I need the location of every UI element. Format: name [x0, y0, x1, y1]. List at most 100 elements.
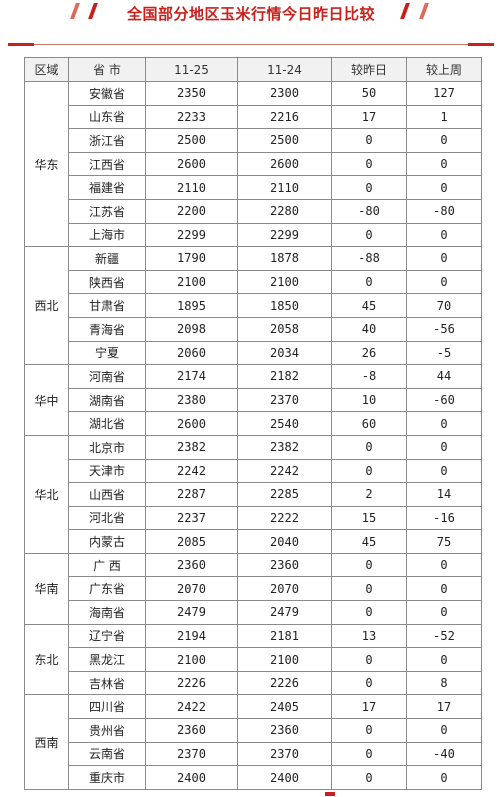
change-vs-last-week-cell: 0: [406, 151, 482, 177]
region-cell: 华南: [24, 552, 69, 625]
price-today-cell: 2100: [145, 269, 238, 295]
price-yesterday-cell: 2242: [237, 458, 332, 484]
change-vs-last-week-cell: 70: [406, 293, 482, 318]
change-vs-yesterday-cell: 40: [331, 316, 407, 342]
region-cell: 东北: [24, 623, 69, 696]
province-cell: 重庆市: [68, 765, 146, 790]
change-vs-last-week-cell: 0: [406, 246, 482, 271]
price-today-cell: 2600: [145, 411, 238, 436]
page-title: 全国部分地区玉米行情今日昨日比较: [126, 5, 375, 23]
table-row: 浙江省 2500 2500 0 0: [25, 128, 482, 153]
change-vs-yesterday-cell: 0: [331, 741, 407, 767]
change-vs-last-week-cell: 0: [406, 222, 482, 248]
price-yesterday-cell: 2216: [237, 104, 332, 130]
change-vs-yesterday-cell: 0: [331, 600, 407, 625]
change-vs-last-week-cell: 0: [406, 647, 482, 672]
province-cell: 海南省: [68, 600, 146, 625]
province-cell: 河北省: [68, 505, 146, 531]
change-vs-last-week-cell: 0: [406, 269, 482, 295]
province-cell: 广东省: [68, 576, 146, 602]
change-vs-last-week-cell: 0: [406, 411, 482, 436]
table-row: 重庆市 2400 2400 0 0: [25, 765, 482, 790]
province-cell: 辽宁省: [68, 623, 146, 649]
price-yesterday-cell: 2540: [237, 411, 332, 436]
price-today-cell: 2422: [145, 694, 238, 720]
change-vs-yesterday-cell: 45: [331, 529, 407, 554]
price-yesterday-cell: 2222: [237, 505, 332, 531]
province-cell: 浙江省: [68, 128, 146, 153]
decor-dash: [325, 792, 335, 796]
change-vs-yesterday-cell: 0: [331, 552, 407, 578]
price-yesterday-cell: 2181: [237, 623, 332, 649]
price-table: 区域 省 市 11-25 11-24 较昨日 较上周 华东 安徽省 2350 2300…: [24, 57, 482, 790]
change-vs-last-week-cell: 0: [406, 128, 482, 153]
price-today-cell: 2380: [145, 387, 238, 413]
change-vs-yesterday-cell: 0: [331, 175, 407, 200]
price-yesterday-cell: 2400: [237, 765, 332, 790]
price-yesterday-cell: 2360: [237, 552, 332, 578]
change-vs-yesterday-cell: 0: [331, 269, 407, 295]
change-vs-last-week-cell: 0: [406, 434, 482, 460]
change-vs-yesterday-cell: 13: [331, 623, 407, 649]
table-row: 云南省 2370 2370 0 -40: [25, 741, 482, 767]
province-cell: 黑龙江: [68, 647, 146, 672]
price-today-cell: 2110: [145, 175, 238, 200]
table-row: 广东省 2070 2070 0 0: [25, 576, 482, 602]
price-today-cell: 2060: [145, 340, 238, 366]
change-vs-last-week-cell: -60: [406, 387, 482, 413]
price-yesterday-cell: 1850: [237, 293, 332, 318]
price-today-cell: 2100: [145, 647, 238, 672]
price-today-cell: 2085: [145, 529, 238, 554]
province-cell: 天津市: [68, 458, 146, 484]
change-vs-last-week-cell: -5: [406, 340, 482, 366]
change-vs-yesterday-cell: -80: [331, 198, 407, 224]
price-yesterday-cell: 2300: [237, 81, 332, 106]
change-vs-last-week-cell: 0: [406, 458, 482, 484]
price-today-cell: 2299: [145, 222, 238, 248]
price-today-cell: 2382: [145, 434, 238, 460]
change-vs-yesterday-cell: 45: [331, 293, 407, 318]
change-vs-last-week-cell: 1: [406, 104, 482, 130]
province-cell: 云南省: [68, 741, 146, 767]
change-vs-last-week-cell: 17: [406, 694, 482, 720]
table-header-row: 区域 省 市 11-25 11-24 较昨日 较上周: [24, 57, 482, 82]
price-yesterday-cell: 2100: [237, 269, 332, 295]
change-vs-yesterday-cell: 2: [331, 482, 407, 507]
table-row: 福建省 2110 2110 0 0: [25, 175, 482, 200]
price-yesterday-cell: 2058: [237, 316, 332, 342]
table-row: 宁夏 2060 2034 26 -5: [25, 340, 482, 366]
change-vs-yesterday-cell: 60: [331, 411, 407, 436]
price-yesterday-cell: 2360: [237, 718, 332, 743]
col-header-today: 11-25: [145, 57, 238, 82]
price-today-cell: 2233: [145, 104, 238, 130]
province-cell: 安徽省: [68, 81, 146, 106]
province-cell: 湖北省: [68, 411, 146, 436]
province-cell: 广 西: [68, 552, 146, 578]
province-cell: 宁夏: [68, 340, 146, 366]
change-vs-yesterday-cell: 17: [331, 104, 407, 130]
change-vs-yesterday-cell: -8: [331, 364, 407, 389]
price-yesterday-cell: 2285: [237, 482, 332, 507]
table-row: 吉林省 2226 2226 0 8: [25, 670, 482, 696]
table-row: 江苏省 2200 2280 -80 -80: [25, 198, 482, 224]
price-today-cell: 2226: [145, 670, 238, 696]
price-yesterday-cell: 2226: [237, 670, 332, 696]
price-yesterday-cell: 2479: [237, 600, 332, 625]
table-row: 华东 安徽省 2350 2300 50 127: [24, 80, 482, 248]
change-vs-last-week-cell: -40: [406, 741, 482, 767]
table-row: 甘肃省 1895 1850 45 70: [25, 293, 482, 318]
change-vs-yesterday-cell: 0: [331, 458, 407, 484]
price-today-cell: 2194: [145, 623, 238, 649]
table-row: 西南 四川省 2422 2405 17 17: [24, 694, 482, 790]
col-header-region: 区域: [24, 57, 69, 82]
price-today-cell: 2370: [145, 741, 238, 767]
col-header-vs-last-week: 较上周: [406, 57, 482, 82]
province-cell: 青海省: [68, 316, 146, 342]
price-yesterday-cell: 1878: [237, 246, 332, 271]
price-yesterday-cell: 2382: [237, 434, 332, 460]
table-row: 河北省 2237 2222 15 -16: [25, 505, 482, 531]
change-vs-yesterday-cell: 0: [331, 222, 407, 248]
change-vs-yesterday-cell: 15: [331, 505, 407, 531]
price-today-cell: 2200: [145, 198, 238, 224]
change-vs-last-week-cell: 0: [406, 765, 482, 790]
